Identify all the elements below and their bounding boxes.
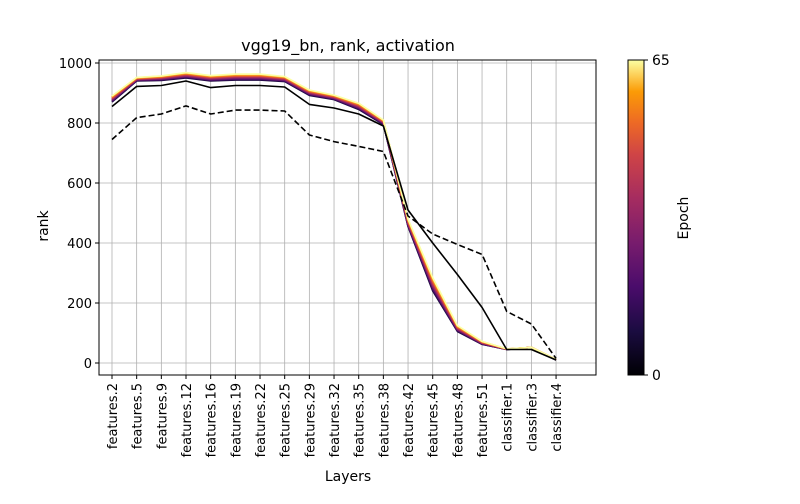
x-tick-label: features.22	[254, 383, 269, 457]
colorbar-label: Epoch	[676, 197, 692, 240]
y-axis: 0 200 400 600 800 1000	[59, 57, 99, 372]
colorbar-min-label: 0	[652, 368, 661, 384]
x-tick-label: features.35	[353, 383, 368, 457]
x-axis-label: Layers	[325, 469, 371, 485]
x-tick-label: features.38	[377, 383, 392, 457]
x-tick-label: features.32	[328, 383, 343, 457]
x-tick-label: features.48	[451, 383, 466, 457]
reference-series-solid	[111, 80, 557, 361]
x-axis: features.2 features.5 features.9 features.1…	[106, 375, 565, 457]
x-tick-label: features.9	[155, 383, 170, 449]
colorbar	[627, 59, 645, 376]
x-tick-label: features.19	[229, 383, 244, 457]
colorbar-max-label: 65	[652, 53, 670, 69]
x-tick-label: classifier.4	[550, 383, 565, 452]
y-tick-label: 400	[67, 237, 92, 252]
x-tick-label: features.5	[131, 383, 146, 449]
series-group	[111, 71, 557, 361]
x-tick-label: features.25	[279, 383, 294, 457]
x-tick-label: features.29	[303, 383, 318, 457]
y-tick-label: 800	[67, 117, 92, 132]
plot-frame	[98, 59, 597, 376]
x-tick-label: features.12	[180, 383, 195, 457]
y-tick-label: 0	[84, 357, 92, 372]
y-tick-label: 200	[67, 297, 92, 312]
x-tick-label: classifier.3	[525, 383, 540, 452]
y-tick-label: 600	[67, 177, 92, 192]
x-tick-label: features.2	[106, 383, 121, 449]
x-tick-label: features.16	[205, 383, 220, 457]
reference-series-dashed	[111, 105, 557, 359]
x-tick-label: features.42	[402, 383, 417, 457]
y-tick-label: 1000	[59, 57, 92, 72]
x-tick-label: classifier.1	[501, 383, 516, 452]
grid	[99, 60, 596, 375]
x-tick-label: features.45	[427, 383, 442, 457]
epoch-series-line	[111, 71, 557, 361]
y-axis-label: rank	[36, 209, 52, 241]
chart-title: vgg19_bn, rank, activation	[241, 36, 455, 56]
x-tick-label: features.51	[476, 383, 491, 457]
